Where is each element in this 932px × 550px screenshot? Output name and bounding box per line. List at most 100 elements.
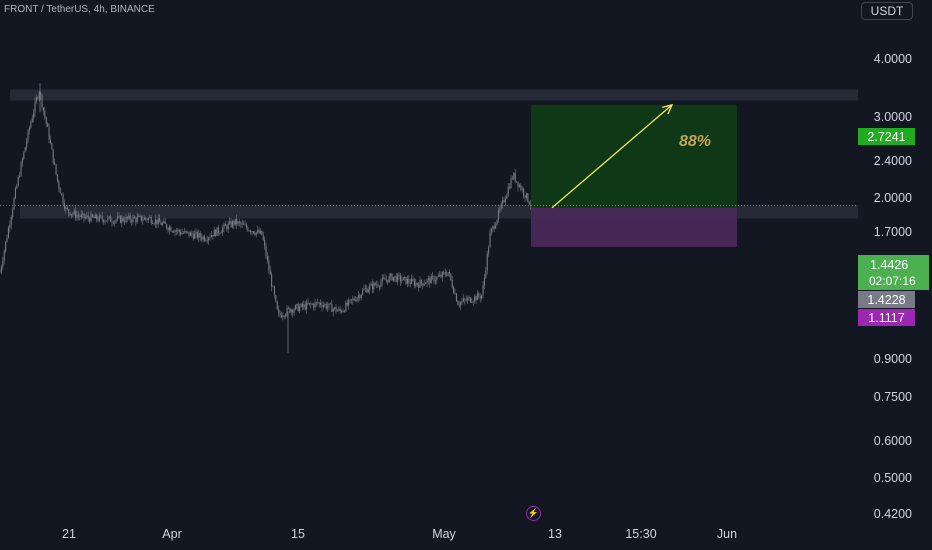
candle-body: [271, 274, 273, 287]
price-tick: 1.7000: [873, 225, 912, 239]
candle-body: [97, 219, 99, 221]
candle-body: [140, 215, 142, 221]
candle-body: [523, 188, 525, 196]
candle-body: [56, 174, 58, 182]
candle-body: [195, 231, 197, 234]
candle-body: [469, 297, 471, 303]
candle-body: [297, 304, 299, 312]
candle-body: [38, 92, 40, 99]
price-tick: 4.0000: [873, 52, 912, 66]
candle-body: [143, 217, 145, 220]
candle-body: [464, 298, 466, 300]
candle-body: [335, 307, 337, 312]
candle-body: [248, 230, 250, 232]
candle-body: [94, 214, 96, 219]
candle-body: [202, 236, 204, 240]
candle-body: [185, 230, 187, 232]
candle-body: [352, 298, 354, 301]
candle-body: [77, 215, 79, 217]
candle-body: [51, 143, 53, 150]
candle-body: [168, 227, 170, 231]
candle-body: [475, 296, 477, 301]
candle-body: [320, 302, 322, 305]
candle-body: [450, 273, 452, 280]
candle-body: [152, 223, 154, 224]
candle-body: [234, 218, 236, 225]
candle-body: [327, 306, 329, 309]
candle-body: [465, 299, 467, 301]
candle-body: [245, 224, 247, 228]
candle-body: [236, 218, 238, 225]
candle-body: [409, 282, 411, 284]
candle-body: [135, 218, 137, 222]
candle-body: [306, 302, 308, 310]
bar-countdown: 02:07:16: [869, 274, 916, 288]
candle-body: [441, 272, 443, 278]
candle-body: [160, 222, 162, 226]
last-price-box: 1.4426 02:07:16: [858, 255, 929, 290]
candle-body: [139, 215, 141, 217]
candle-body: [394, 276, 396, 278]
candle-body: [461, 301, 463, 303]
candle-body: [19, 176, 21, 177]
candles-layer: [0, 83, 533, 353]
candle-body: [511, 178, 513, 180]
candle-body: [16, 185, 18, 189]
candle-body: [131, 220, 133, 223]
candle-body: [117, 216, 119, 220]
candle-body: [373, 282, 375, 290]
candle-body: [331, 303, 333, 312]
candle-body: [217, 227, 219, 233]
candle-body: [381, 278, 383, 283]
candle-body: [342, 310, 344, 313]
candle-body: [201, 237, 203, 240]
candle-body: [518, 185, 520, 187]
candle-body: [28, 127, 30, 131]
candle-body: [488, 247, 490, 254]
candle-body: [341, 310, 343, 313]
candle-body: [346, 302, 348, 306]
candle-body: [136, 216, 138, 222]
candle-body: [208, 237, 210, 241]
candle-body: [219, 232, 221, 234]
candle-body: [497, 210, 499, 220]
candle-body: [156, 219, 158, 225]
candle-body: [299, 306, 301, 312]
candle-body: [86, 215, 88, 218]
candle-body: [44, 110, 46, 118]
candle-body: [59, 187, 61, 194]
candle-body: [90, 214, 92, 222]
candle-body: [405, 276, 407, 284]
candle-body: [247, 227, 249, 231]
candle-body: [426, 279, 428, 284]
candle-body: [322, 305, 324, 308]
candle-body: [40, 92, 42, 96]
candle-body: [483, 277, 485, 286]
candle-body: [121, 217, 123, 223]
candle-body: [370, 283, 372, 286]
candle-body: [332, 308, 334, 312]
candle-body: [378, 286, 380, 288]
candle-body: [355, 300, 357, 301]
candle-body: [478, 293, 480, 297]
candle-body: [462, 298, 464, 302]
candle-body: [411, 278, 413, 284]
candle-body: [244, 224, 246, 226]
candle-body: [149, 217, 151, 219]
candle-body: [206, 240, 208, 242]
candle-body: [213, 229, 215, 237]
candle-body: [454, 293, 456, 294]
candle-body: [429, 278, 431, 284]
candle-body: [191, 232, 193, 235]
candle-body: [174, 230, 176, 233]
candle-body: [75, 210, 77, 218]
candle-body: [145, 217, 147, 219]
candle-body: [427, 278, 429, 280]
candle-body: [224, 224, 226, 226]
lightning-icon[interactable]: ⚡: [526, 506, 541, 521]
currency-button[interactable]: USDT: [861, 2, 913, 20]
candle-body: [0, 271, 1, 273]
candle-body: [108, 216, 110, 218]
candle-body: [504, 198, 506, 202]
